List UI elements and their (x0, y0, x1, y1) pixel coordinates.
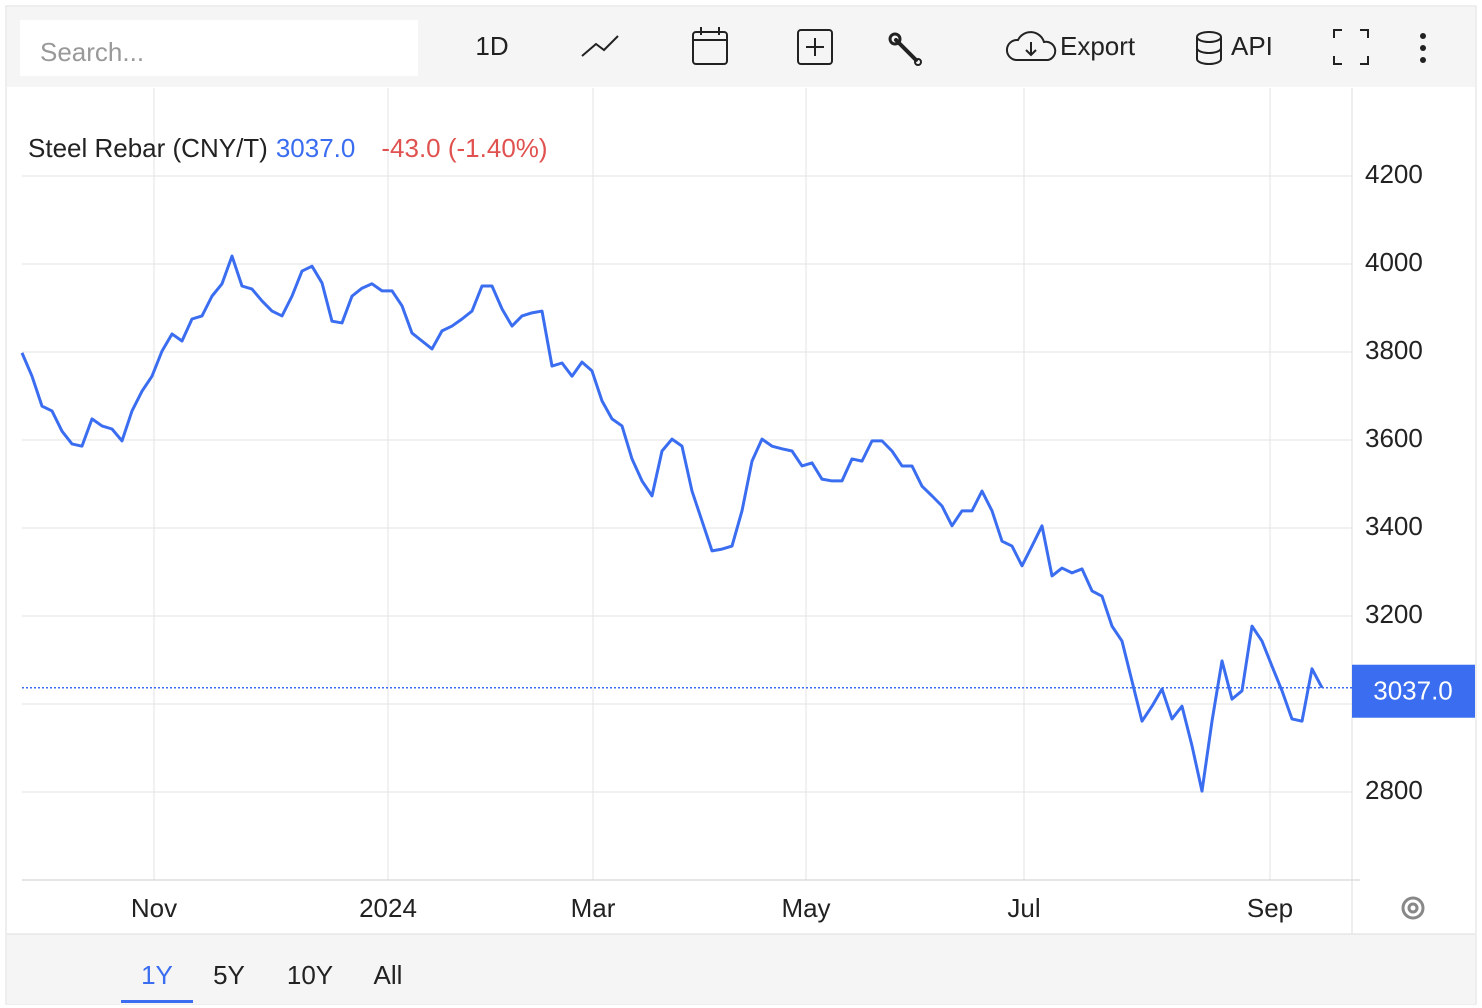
x-tick-label: May (781, 893, 830, 923)
export-icon[interactable] (1006, 31, 1057, 61)
last-value-badge (1352, 664, 1475, 718)
y-tick-label: 4200 (1365, 159, 1423, 189)
x-tick-label: 2024 (359, 893, 417, 923)
chart-type-icon[interactable] (581, 35, 619, 57)
y-tick-label: 2800 (1365, 775, 1423, 805)
tools-icon[interactable] (888, 32, 922, 66)
chart-title: Steel Rebar (CNY/T) (28, 133, 268, 163)
x-tick-label: Mar (571, 893, 616, 923)
search-placeholder: Search... (40, 37, 144, 67)
interval-button[interactable]: 1D (475, 31, 508, 61)
x-tick-label: Nov (131, 893, 177, 923)
api-icon[interactable] (1196, 31, 1222, 65)
change: -43.0 (-1.40%) (381, 133, 547, 163)
y-tick-label: 3600 (1365, 423, 1423, 453)
y-tick-label: 3800 (1365, 335, 1423, 365)
range-active-underline (121, 1000, 193, 1003)
settings-icon[interactable] (1401, 896, 1425, 920)
y-tick-label: 3200 (1365, 599, 1423, 629)
fullscreen-icon[interactable] (1333, 29, 1369, 65)
x-tick-label: Sep (1247, 893, 1293, 923)
calendar-icon[interactable] (692, 27, 728, 65)
x-tick-label: Jul (1007, 893, 1040, 923)
more-icon[interactable] (1420, 33, 1426, 63)
range-button[interactable]: 5Y (213, 960, 245, 990)
range-button[interactable]: All (374, 960, 403, 990)
frame (5, 5, 1477, 1005)
last-value: 3037.0 (276, 133, 356, 163)
export-button[interactable]: Export (1060, 31, 1136, 61)
range-bar (7, 934, 1475, 1004)
y-tick-label: 4000 (1365, 247, 1423, 277)
api-button[interactable]: API (1231, 31, 1273, 61)
add-icon[interactable] (797, 29, 833, 65)
last-value-badge-label: 3037.0 (1373, 676, 1453, 706)
range-button[interactable]: 1Y (141, 960, 173, 990)
range-button[interactable]: 10Y (287, 960, 333, 990)
price-line (20, 254, 1324, 793)
y-tick-label: 3400 (1365, 511, 1423, 541)
search-box[interactable] (20, 20, 418, 76)
